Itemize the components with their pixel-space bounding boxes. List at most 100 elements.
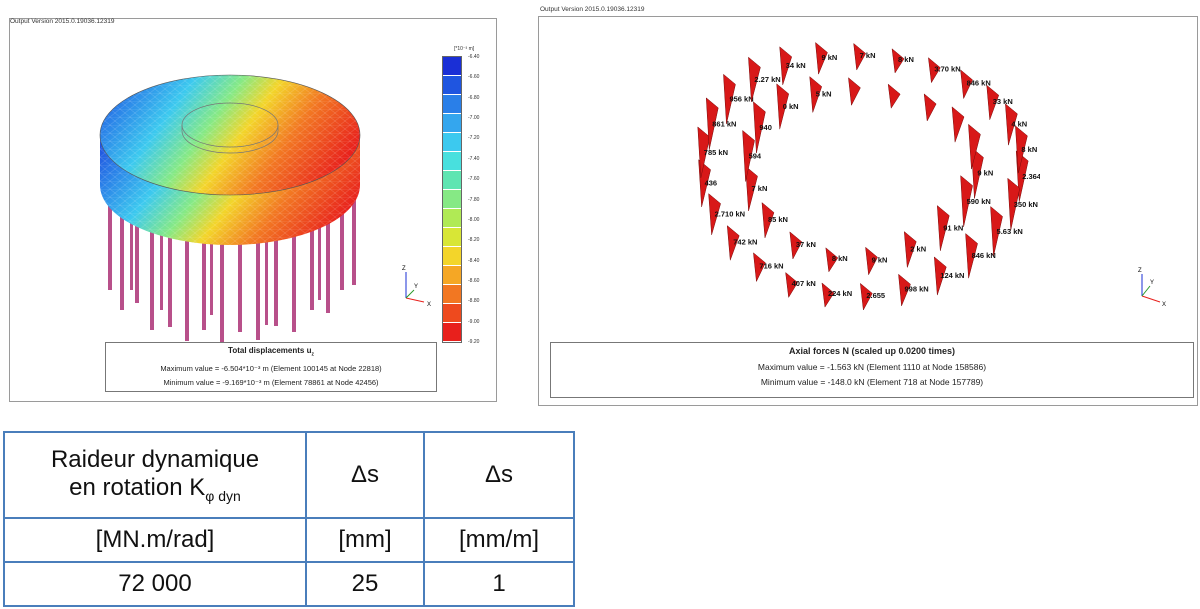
axial-force-label: 956 kN	[729, 95, 753, 104]
legend-value: -6.60	[468, 74, 480, 81]
axial-force-diagram	[789, 231, 803, 260]
axial-force-diagram	[928, 57, 941, 84]
axial-force-diagram	[742, 129, 755, 182]
legend-value: -7.60	[468, 176, 480, 183]
displacement-max-value: Maximum value = -6.504*10⁻³ m (Element 1…	[160, 363, 382, 373]
axial-force-diagram	[951, 106, 965, 143]
axial-force-label: 846 kN	[967, 79, 991, 88]
displacement-title: Total displacements u	[228, 346, 312, 355]
axis-z-label: Z	[402, 266, 406, 272]
axial-force-diagram	[1015, 125, 1028, 174]
axis-x-label-right: X	[1162, 302, 1166, 308]
axial-forces-max-value: Maximum value = -1.563 kN (Element 1110 …	[757, 362, 987, 372]
axial-force-label: 716 kN	[759, 262, 783, 271]
legend-value: -9.00	[468, 318, 480, 325]
axial-force-diagram	[936, 205, 950, 251]
legend-swatch	[443, 209, 461, 228]
axial-force-diagram	[745, 165, 758, 212]
axial-force-diagram	[785, 271, 798, 299]
axial-force-diagram	[776, 83, 790, 130]
axial-force-label: 407 kN	[792, 279, 816, 288]
legend-value: -7.80	[468, 196, 480, 203]
legend-swatch	[443, 76, 461, 95]
axial-force-diagram	[748, 56, 761, 102]
axial-force-diagram	[821, 282, 835, 308]
axial-force-diagram	[923, 93, 937, 122]
displacement-3d-model	[99, 74, 361, 342]
table-value-delta-s: 25	[305, 561, 425, 607]
axial-force-diagram	[887, 83, 901, 109]
legend-value: -7.00	[468, 115, 480, 122]
legend-swatch	[443, 95, 461, 114]
displacement-min-value: Minimum value = -9.169*10⁻³ m (Element 7…	[163, 377, 379, 387]
axial-force-label: 37 kN	[796, 240, 816, 249]
table-unit-delta-s-per-m: [mm/m]	[423, 517, 575, 563]
axial-force-diagram	[726, 225, 740, 261]
axial-force-label: 9 kN	[872, 255, 888, 264]
axial-force-diagram	[865, 246, 878, 276]
legend-swatch	[443, 190, 461, 209]
axial-force-label: 2 kN	[910, 244, 926, 253]
legend-value: -8.80	[468, 298, 480, 305]
legend-swatch	[443, 304, 461, 323]
legend-value: -9.20	[468, 339, 480, 345]
legend-swatch	[443, 57, 461, 76]
legend-value: -6.40	[468, 54, 480, 60]
legend-unit: [*10⁻³ m]	[454, 46, 475, 52]
axial-force-label: 4 kN	[1011, 120, 1027, 129]
axial-force-label: 861 kN	[712, 119, 736, 128]
table-value-delta-s-per-m: 1	[423, 561, 575, 607]
table-header-stiffness: Raideur dynamique en rotation Kφ dyn	[3, 431, 307, 519]
axis-x-label: X	[427, 302, 431, 308]
axial-force-label: 742 kN	[733, 238, 757, 247]
legend-swatch	[443, 228, 461, 247]
axial-force-diagram	[723, 73, 736, 124]
axial-force-label: 2.27 kN	[754, 75, 780, 84]
axial-force-label: 998 kN	[905, 285, 929, 294]
axial-force-diagram	[815, 41, 828, 75]
axis-y-label-right: Y	[1150, 280, 1154, 286]
axial-forces-info-box: Axial forces N (scaled up 0.0200 times) …	[550, 342, 1194, 398]
axial-force-label: 91 kN	[943, 223, 963, 232]
axial-force-diagram	[990, 205, 1003, 257]
axial-force-label: 436	[705, 179, 718, 188]
color-legend-bar	[442, 56, 462, 343]
axial-force-label: 590 kN	[967, 197, 991, 206]
axial-force-label: 2.710 kN	[715, 209, 745, 218]
legend-value: -6.80	[468, 94, 480, 101]
axial-force-diagram	[705, 97, 719, 150]
axial-force-diagram	[697, 126, 711, 179]
axial-force-diagram	[708, 193, 721, 235]
right-version-label: Output Version 2015.0.19036.12319	[540, 6, 645, 13]
axial-force-diagram	[960, 69, 973, 100]
legend-swatch	[443, 247, 461, 266]
legend-swatch	[443, 171, 461, 190]
table-value-stiffness: 72 000	[3, 561, 307, 607]
left-version-label: Output Version 2015.0.19036.12319	[10, 18, 115, 25]
axial-force-label: 940	[759, 123, 772, 132]
axial-force-label: 224 kN	[828, 289, 852, 298]
legend-value: -8.60	[468, 277, 480, 284]
legend-value: -8.00	[468, 216, 480, 223]
axial-force-diagram	[860, 282, 873, 311]
axial-force-diagram	[848, 77, 861, 107]
axial-force-label: 8 kN	[898, 55, 914, 64]
axial-force-label: 34 kN	[786, 61, 806, 70]
legend-value: -7.20	[468, 135, 480, 142]
legend-swatch	[443, 133, 461, 152]
axial-force-label: 7 kN	[860, 51, 876, 60]
legend-swatch	[443, 285, 461, 304]
axial-force-label: 124 kN	[940, 271, 964, 280]
axis-triad-right: Z Y X	[1138, 268, 1166, 308]
axial-force-label: 7 kN	[752, 184, 768, 193]
displacement-title-sub: z	[311, 351, 314, 358]
axial-force-diagram	[761, 202, 775, 238]
axial-forces-ring: 2.364 kN 350 kN 5.63 kN 846 kN 124 kN 998 kN 2…	[697, 41, 1040, 311]
axial-force-label: 3.70 kN	[934, 64, 960, 73]
axial-force-diagram	[809, 76, 823, 113]
axial-force-label: 846 kN	[972, 251, 996, 260]
axial-forces-plot-panel	[538, 16, 1198, 406]
axial-force-label: 2.364 kN	[1022, 172, 1040, 181]
axial-force-diagram	[903, 231, 917, 268]
axial-force-diagram	[971, 146, 984, 199]
